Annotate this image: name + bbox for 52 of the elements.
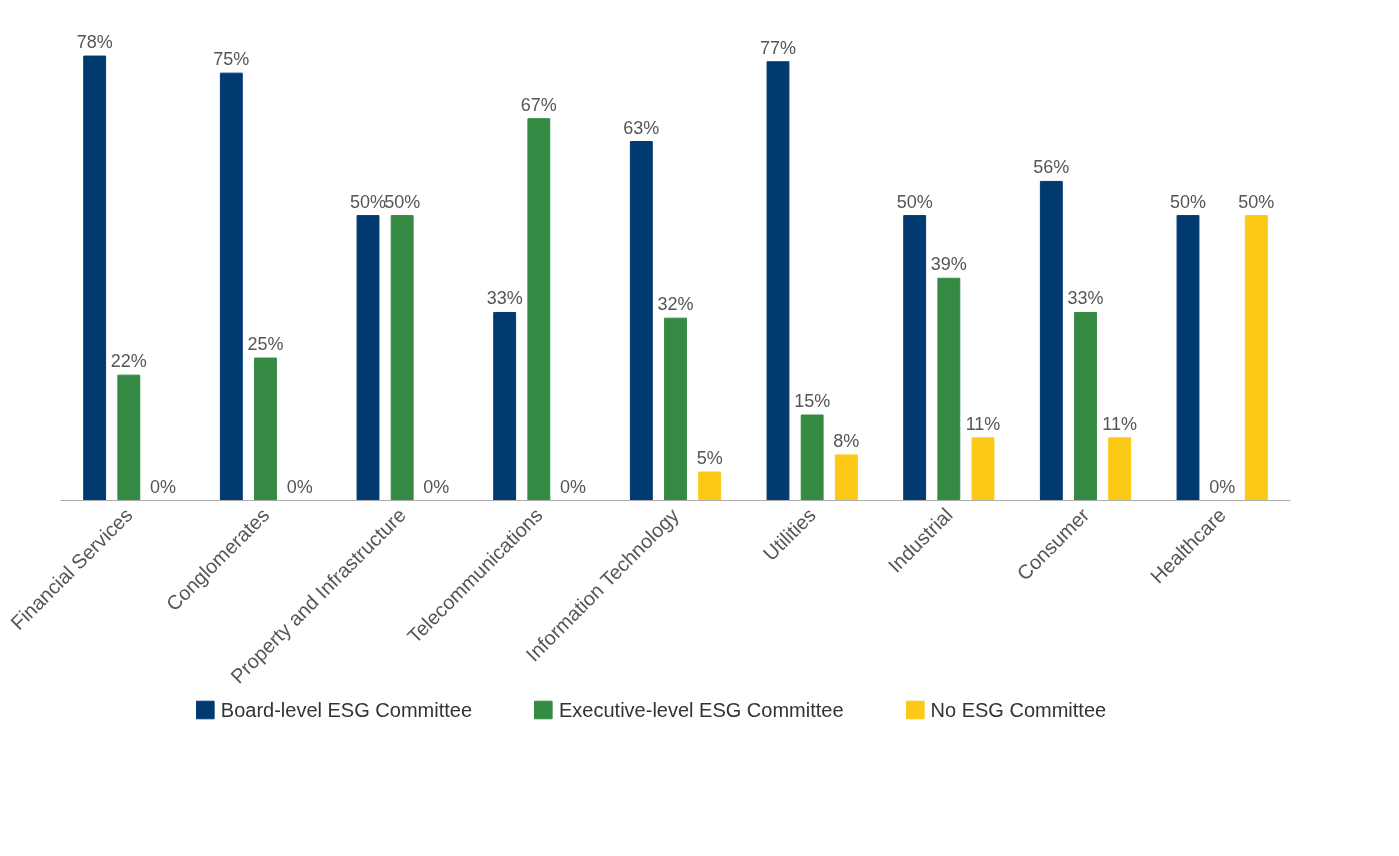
data-label: 75% (213, 49, 250, 70)
data-label: 33% (1067, 288, 1104, 309)
bar (903, 215, 927, 501)
data-label: 11% (1102, 413, 1138, 434)
data-label: 33% (486, 288, 523, 309)
bar (1074, 311, 1097, 501)
data-label: 5% (696, 448, 723, 469)
bar (1244, 215, 1268, 501)
bar (254, 357, 277, 501)
data-label: 77% (759, 37, 797, 58)
bar (629, 141, 653, 501)
bar (800, 414, 824, 501)
data-label: 78% (76, 32, 113, 53)
bar (493, 311, 517, 501)
data-label: 50% (1238, 191, 1275, 212)
bar (1176, 215, 1200, 501)
data-label: 0% (1209, 476, 1236, 497)
legend-label: Board-level ESG Committee (220, 698, 473, 721)
bar (834, 454, 858, 501)
data-label: 32% (657, 294, 694, 315)
data-label: 22% (110, 351, 147, 372)
bar (971, 437, 995, 501)
legend-label: Executive-level ESG Committee (559, 698, 844, 721)
bar (117, 374, 141, 501)
bar (527, 118, 551, 501)
bar (937, 277, 961, 501)
bar (390, 215, 414, 501)
legend-label: No ESG Committee (930, 698, 1107, 721)
data-label: 0% (286, 476, 313, 497)
data-label: 50% (896, 191, 933, 212)
data-label: 50% (1169, 191, 1207, 212)
data-label: 67% (520, 94, 557, 115)
bar (766, 61, 790, 501)
bar (83, 55, 107, 501)
bar (1108, 437, 1132, 501)
bar (356, 215, 380, 501)
bar (698, 471, 722, 501)
data-label: 8% (833, 430, 860, 451)
bar (1039, 180, 1063, 501)
data-label: 0% (423, 476, 450, 497)
bar (219, 72, 243, 501)
data-label: 50% (384, 191, 421, 212)
data-label: 0% (559, 476, 587, 497)
data-label: 50% (349, 191, 387, 212)
data-label: 39% (930, 254, 967, 275)
data-label: 56% (1033, 157, 1070, 178)
data-label: 63% (623, 117, 660, 138)
data-label: 25% (247, 334, 284, 355)
bar (664, 317, 687, 501)
data-label: 11% (965, 413, 1001, 434)
data-label: 15% (794, 391, 831, 412)
data-label: 0% (149, 476, 177, 497)
